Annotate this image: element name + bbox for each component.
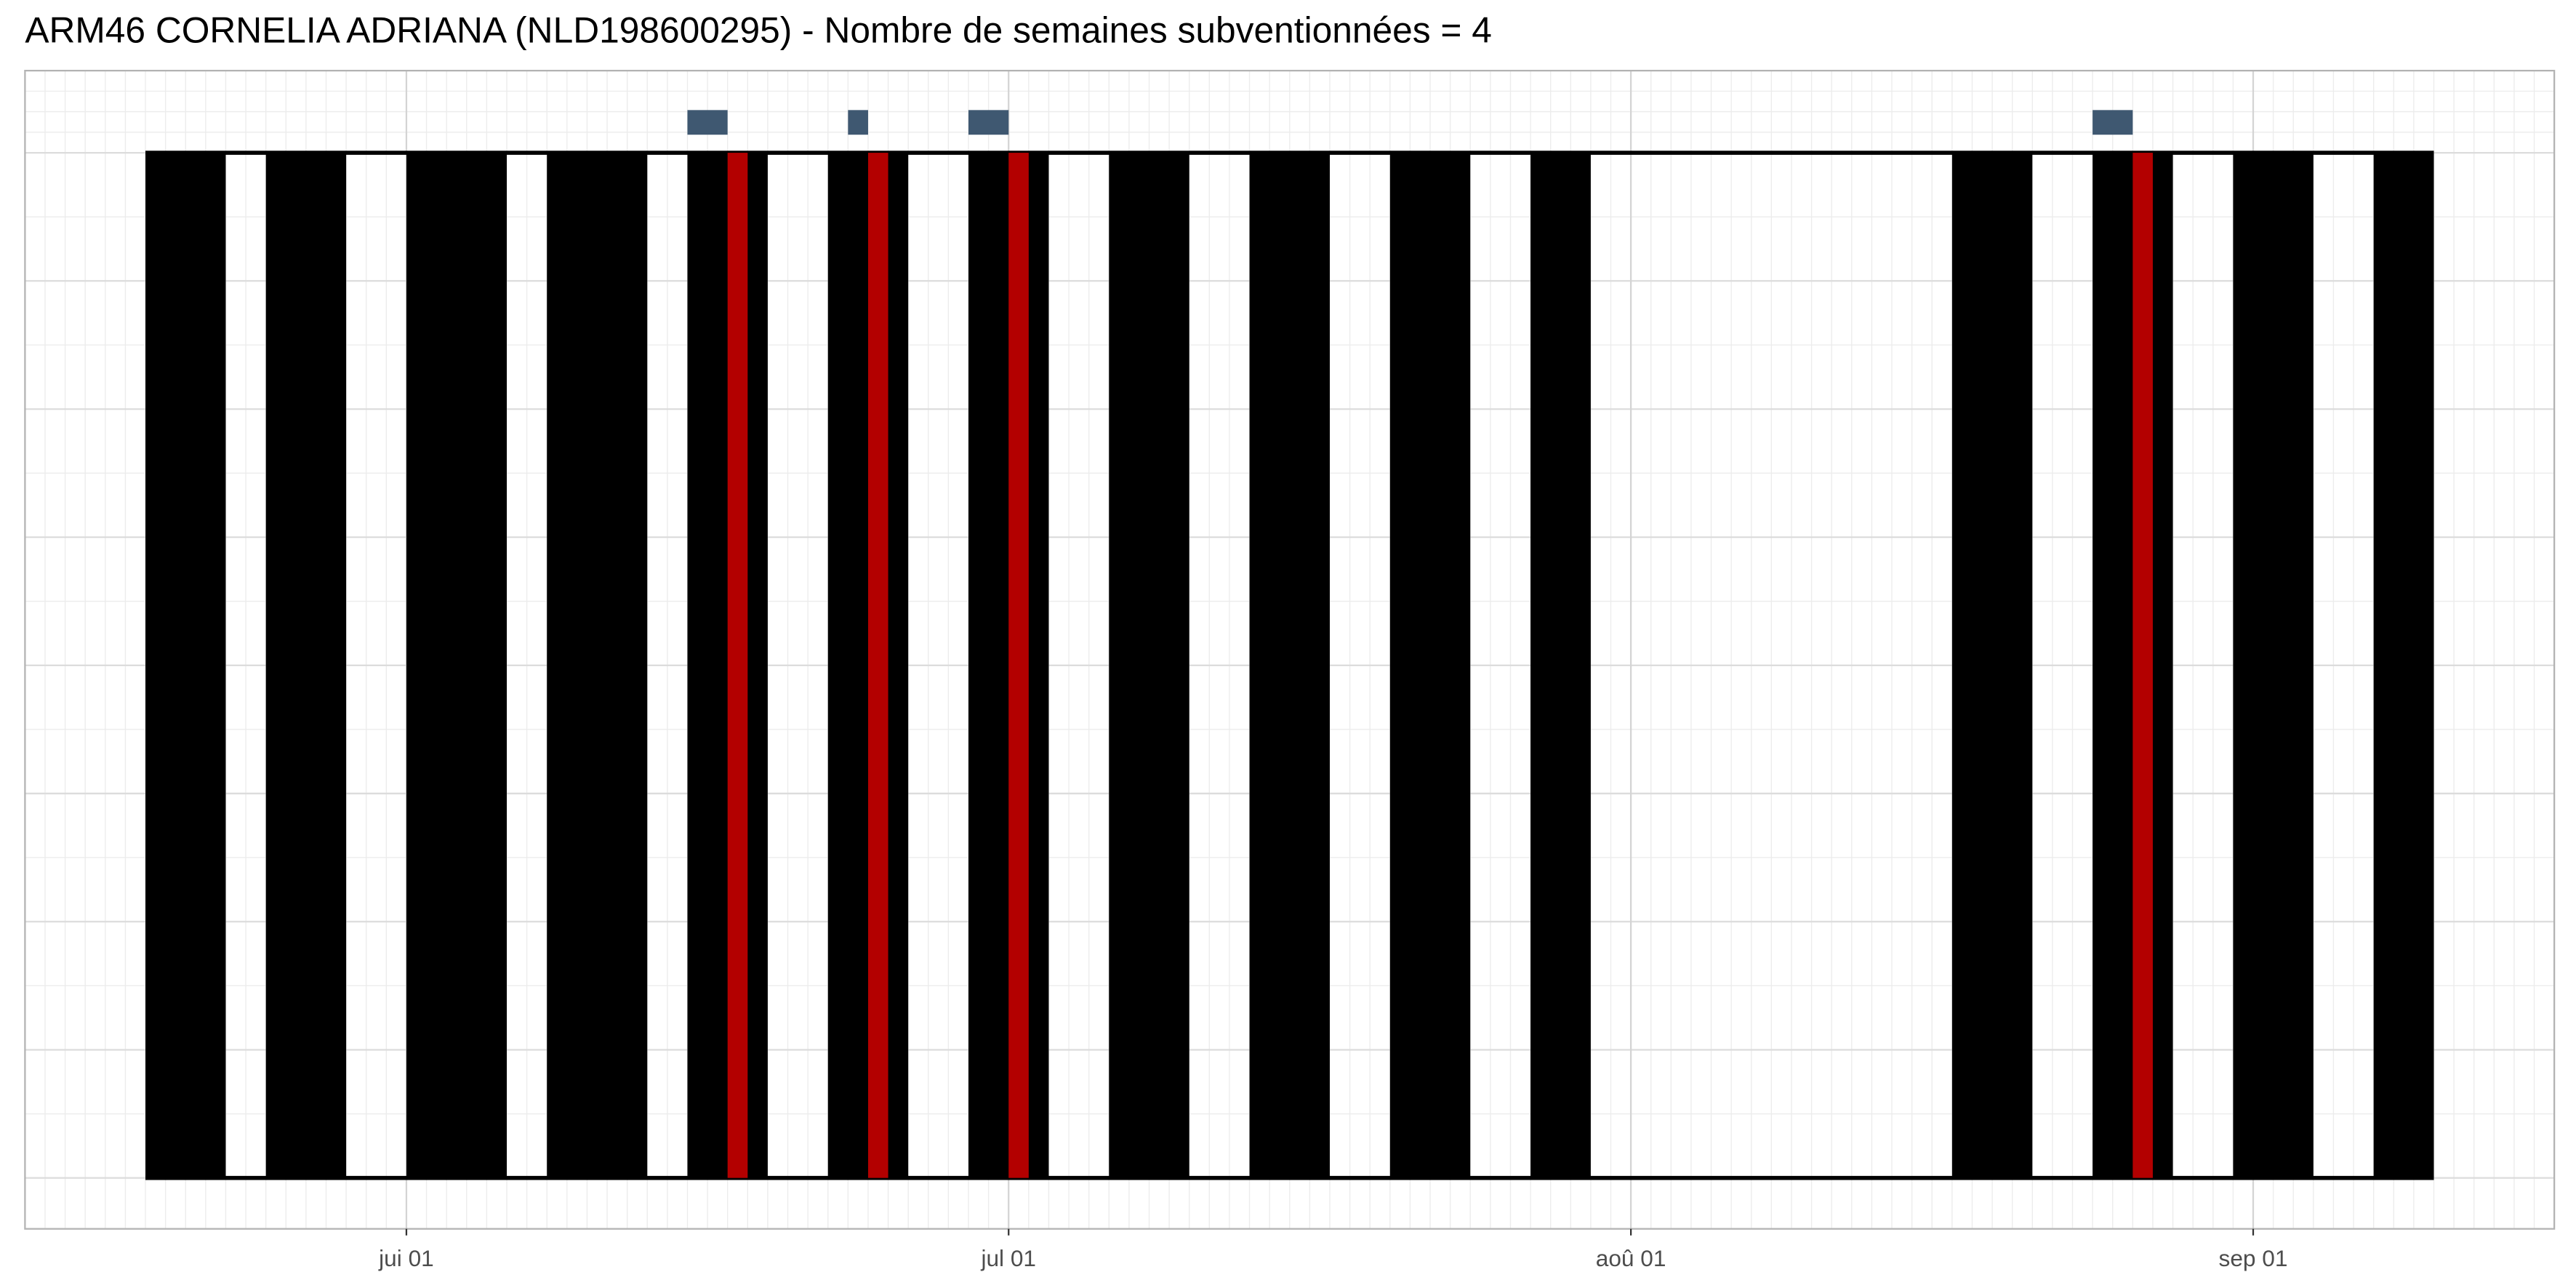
interval-bar <box>2373 153 2434 1178</box>
interval-bar <box>727 153 748 1178</box>
chart-title: ARM46 CORNELIA ADRIANA (NLD198600295) - … <box>25 9 1492 50</box>
interval-bar <box>2132 153 2153 1178</box>
interval-bar <box>145 153 226 1178</box>
interval-bar <box>2233 153 2314 1178</box>
interval-bar <box>265 153 347 1178</box>
interval-bar <box>2093 110 2133 135</box>
interval-bar <box>547 153 648 1178</box>
interval-bar <box>1109 153 1189 1178</box>
panel-border <box>24 70 2556 1230</box>
interval-bar <box>968 110 1009 135</box>
interval-bar <box>848 110 868 135</box>
x-tick-label: jul 01 <box>980 1245 1036 1271</box>
interval-bar <box>1389 153 1471 1178</box>
marks <box>145 110 2434 1180</box>
x-tick-label: sep 01 <box>2219 1245 2288 1271</box>
interval-bar <box>1249 153 1330 1178</box>
interval-bar <box>406 153 507 1178</box>
x-tick-label: aoû 01 <box>1596 1245 1666 1271</box>
interval-bar <box>1951 153 2033 1178</box>
interval-bar <box>1008 153 1029 1178</box>
interval-bar <box>1530 153 1591 1178</box>
x-tick-label: jui 01 <box>378 1245 434 1271</box>
interval-bar <box>687 110 728 135</box>
interval-bar <box>867 153 888 1178</box>
